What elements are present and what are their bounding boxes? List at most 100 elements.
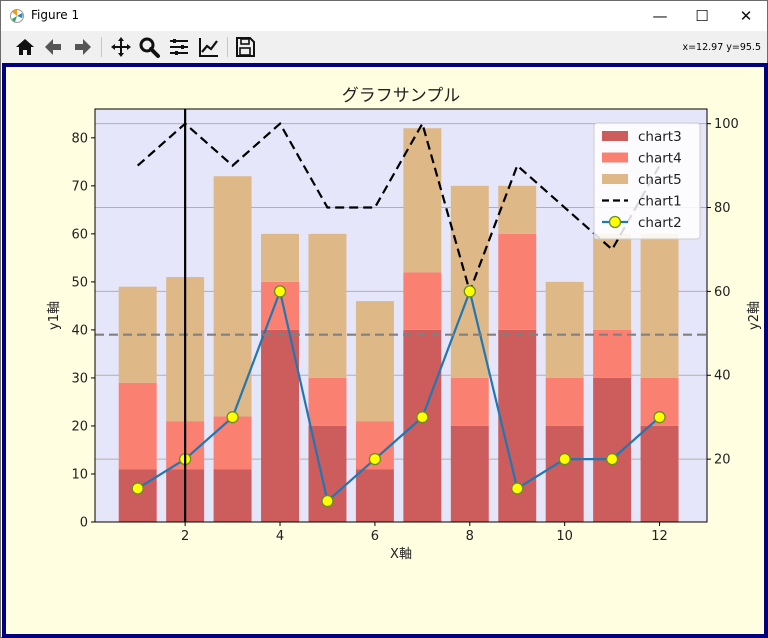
chart4-bar [308, 377, 347, 426]
chart5-bar [355, 301, 394, 422]
x-tick-label: 12 [651, 529, 668, 544]
x-tick-label: 4 [276, 529, 284, 544]
minimize-button[interactable]: — [637, 1, 683, 31]
close-button[interactable]: ✕ [723, 1, 768, 31]
y1-tick-label: 70 [71, 179, 88, 194]
x-axis: 2 4 6 8 10 12 [181, 522, 668, 544]
line-series [131, 120, 666, 508]
chart3-bar [545, 425, 584, 522]
y2-tick-label: 60 [714, 285, 731, 300]
chart2-point [368, 452, 382, 466]
chart4-bar [450, 377, 489, 426]
y1-tick-label: 50 [71, 275, 88, 290]
legend-label-chart3: chart3 [638, 129, 682, 145]
y1-tick-label: 20 [71, 419, 88, 434]
chart4-bar [593, 329, 632, 378]
window-title: Figure 1 [31, 8, 80, 22]
chart5-bar [498, 185, 537, 234]
chart4-bar [498, 233, 537, 330]
chart2-point [226, 411, 239, 424]
chart2-point [605, 452, 619, 466]
chart5-bar [261, 233, 299, 282]
chart3-bar [355, 469, 394, 522]
chart3-bar [403, 329, 442, 522]
legend-swatch-chart5 [602, 174, 628, 184]
chart3-bar [118, 469, 157, 522]
legend-label-chart5: chart5 [638, 172, 682, 188]
zoom-icon[interactable] [137, 35, 161, 59]
chart3-bar [213, 469, 252, 522]
back-icon[interactable] [41, 35, 65, 59]
maximize-button[interactable]: ☐ [679, 1, 725, 31]
figure-canvas: 2 4 6 8 10 12 0 10 20 30 40 50 60 70 80 20 40 60 80 100 グ… [2, 63, 768, 638]
toolbar-separator [227, 37, 228, 57]
y1-tick-label: 10 [71, 467, 88, 482]
y2-tick-label: 20 [714, 453, 731, 468]
chart-title: グラフサンプル [342, 86, 461, 106]
edit-axis-icon[interactable] [197, 35, 221, 59]
home-icon[interactable] [13, 35, 37, 59]
bar-series [118, 128, 679, 522]
y1-tick-label: 0 [80, 516, 88, 531]
y1-axis-label: y1軸 [47, 301, 62, 330]
legend-swatch-chart3 [602, 131, 628, 141]
matplotlib-logo-icon [10, 9, 24, 23]
chart3-bar [261, 329, 299, 522]
chart3-bar [593, 377, 632, 522]
maximize-icon: ☐ [695, 7, 709, 25]
y1-tick-label: 30 [71, 371, 88, 386]
chart2-point [558, 452, 571, 466]
forward-icon[interactable] [71, 35, 95, 59]
toolbar-separator [101, 37, 102, 57]
y2-tick-label: 100 [714, 117, 739, 132]
chart2-point [416, 411, 429, 424]
title-bar: Figure 1 — ☐ ✕ [1, 1, 767, 31]
chart[interactable]: 2 4 6 8 10 12 0 10 20 30 40 50 60 70 80 20 40 60 80 100 グ… [6, 67, 764, 634]
save-icon[interactable] [233, 35, 257, 59]
chart2-point [653, 411, 666, 424]
chart5-bar [213, 176, 252, 417]
legend-label-chart4: chart4 [638, 151, 682, 167]
navigation-toolbar: x=12.97 y=95.5 [1, 31, 767, 63]
chart5-bar [403, 128, 442, 273]
x-tick-label: 8 [466, 529, 474, 544]
close-icon: ✕ [739, 7, 753, 25]
chart2-point [131, 482, 144, 495]
y2-axis: 20 40 60 80 100 [707, 117, 739, 468]
x-axis-label: X軸 [390, 547, 412, 562]
legend-label-chart1: chart1 [638, 194, 682, 210]
chart4-bar [403, 272, 442, 330]
cursor-coordinates: x=12.97 y=95.5 [682, 42, 761, 53]
y1-axis: 0 10 20 30 40 50 60 70 80 [71, 131, 95, 531]
legend-swatch-chart4 [602, 152, 628, 163]
y2-axis-label: y2軸 [747, 301, 762, 330]
pan-icon[interactable] [109, 35, 133, 59]
y1-tick-label: 60 [71, 227, 88, 242]
chart2-point [273, 285, 287, 298]
chart2-point [463, 285, 476, 298]
chart1-line [136, 120, 661, 295]
configure-subplots-icon[interactable] [167, 35, 191, 59]
legend: chart3 chart4 chart5 chart1 chart2 [593, 122, 701, 240]
legend-marker-chart2 [608, 215, 622, 229]
chart3-bar [640, 425, 679, 522]
chart4-bar [118, 382, 157, 470]
axes-frame [94, 108, 708, 523]
y2-tick-label: 80 [714, 201, 731, 216]
chart5-bar [593, 233, 632, 330]
x-tick-label: 6 [371, 529, 379, 544]
x-tick-label: 10 [556, 529, 573, 544]
chart2-line [137, 287, 661, 504]
chart2-point [321, 494, 334, 508]
legend-label-chart2: chart2 [638, 215, 682, 231]
chart3-bar [450, 425, 489, 522]
chart5-bar [640, 233, 679, 378]
chart2-point [511, 482, 524, 495]
chart5-bar [545, 281, 584, 378]
y2-tick-label: 40 [714, 369, 731, 384]
chart5-bar [308, 233, 347, 378]
legend-box [593, 122, 701, 240]
y1-tick-label: 40 [71, 323, 88, 338]
x-tick-label: 2 [181, 529, 189, 544]
